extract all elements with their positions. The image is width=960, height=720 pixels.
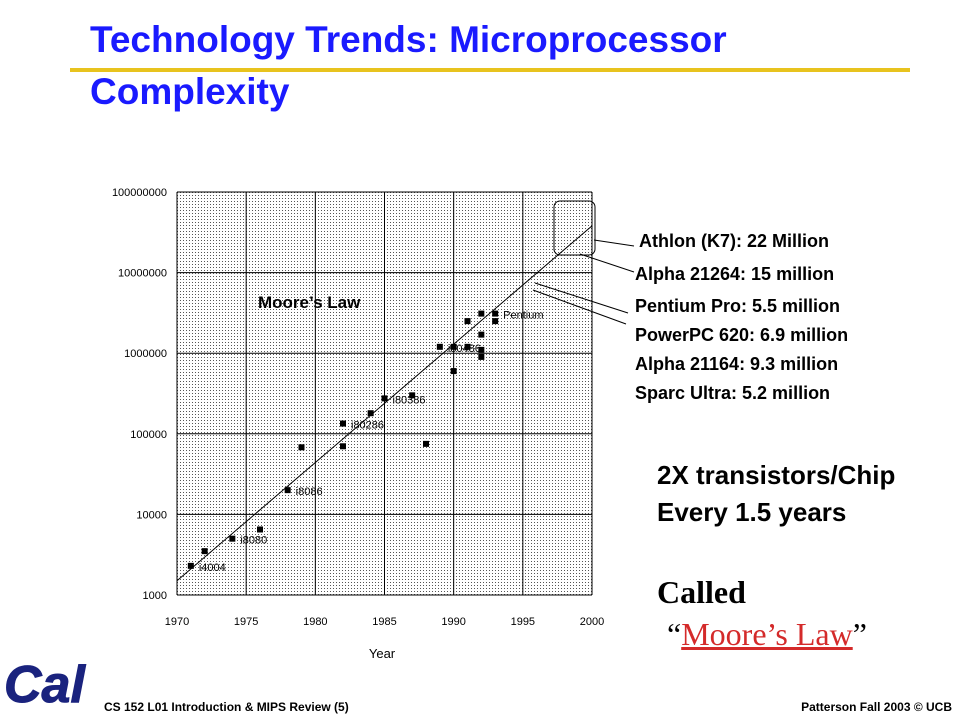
processor-label: i80286 (351, 420, 384, 432)
data-point (187, 562, 194, 569)
leader-line (593, 239, 635, 247)
svg-text:Cal: Cal (4, 656, 86, 714)
footer-left: CS 152 L01 Introduction & MIPS Review (5… (104, 700, 349, 714)
processor-label: Pentium (503, 310, 543, 322)
moores-law-annotation: Moore’s Law (258, 293, 361, 312)
chart-point-labels: i4004 i8080 i8086 i80286 i80386 i80486 Pentium (199, 310, 544, 574)
x-axis-label: Year (369, 646, 396, 661)
leader-line (532, 289, 627, 325)
data-point (340, 443, 346, 450)
processor-label: i8080 (240, 535, 267, 547)
data-point (340, 420, 346, 427)
processor-label: i8086 (296, 486, 323, 498)
data-point (423, 440, 429, 447)
data-point (464, 318, 471, 325)
slide-title: Technology Trends: Microprocessor Comple… (90, 19, 727, 112)
x-tick-label: 1985 (372, 616, 396, 628)
y-tick-label: 1000 (143, 590, 167, 602)
data-point (381, 395, 388, 402)
callout-alpha-21164: Alpha 21164: 9.3 million (635, 354, 839, 374)
chart-points (187, 310, 499, 569)
data-point (450, 343, 457, 350)
moores-law-quote: “Moore’s Law” (667, 616, 867, 653)
trend-text-line-2: Every 1.5 years (657, 497, 847, 527)
data-point (367, 410, 374, 417)
leader-line (579, 253, 635, 273)
data-point (478, 331, 485, 338)
processor-label: i80386 (393, 394, 426, 406)
x-tick-label: 2000 (580, 616, 604, 628)
processor-label: i4004 (199, 562, 226, 574)
callout-alpha-21264: Alpha 21264: 15 million (635, 264, 835, 284)
x-tick-label: 1990 (441, 616, 465, 628)
close-quote: ” (852, 616, 867, 652)
moores-law-trend-line (176, 225, 593, 582)
chart-ticks: 1000 10000 100000 1000000 10000000 100000000 1… (112, 187, 604, 628)
processor-label: i80486 (448, 343, 481, 355)
leader-line (534, 282, 629, 314)
title-rule (70, 68, 910, 72)
x-tick-label: 1970 (165, 616, 189, 628)
x-tick-label: 1995 (511, 616, 535, 628)
x-tick-label: 1980 (303, 616, 327, 628)
cal-logo-icon: Cal (4, 656, 87, 715)
chart-grid (176, 191, 593, 596)
data-point (436, 343, 443, 350)
data-point (284, 487, 291, 494)
data-point (257, 526, 263, 533)
data-point (492, 318, 499, 325)
callout-sparc-ultra: Sparc Ultra: 5.2 million (635, 383, 831, 403)
y-tick-label: 10000 (136, 509, 167, 521)
callout-powerpc-620: PowerPC 620: 6.9 million (635, 325, 849, 345)
data-point (201, 548, 208, 555)
data-point (229, 535, 236, 542)
trend-text-line-1: 2X transistors/Chip (657, 460, 896, 490)
footer-right: Patterson Fall 2003 © UCB (801, 700, 952, 714)
y-tick-label: 10000000 (118, 268, 167, 280)
open-quote: “ (667, 616, 682, 652)
highlight-box (553, 200, 596, 256)
callout-athlon: Athlon (K7): 22 Million (639, 231, 829, 251)
data-point (478, 353, 485, 360)
x-tick-label: 1975 (234, 616, 258, 628)
data-point (492, 310, 499, 317)
data-point (298, 444, 305, 451)
data-point (478, 310, 485, 317)
data-point (409, 392, 416, 399)
called-label: Called (657, 574, 746, 610)
y-tick-label: 100000 (130, 429, 167, 441)
y-tick-label: 1000000 (124, 348, 167, 360)
data-point (450, 368, 457, 375)
data-point (478, 346, 485, 353)
moores-law-link[interactable]: Moore’s Law (681, 616, 853, 652)
data-point (464, 343, 471, 350)
y-tick-label: 100000000 (112, 187, 167, 199)
callout-pentium-pro: Pentium Pro: 5.5 million (635, 296, 841, 316)
